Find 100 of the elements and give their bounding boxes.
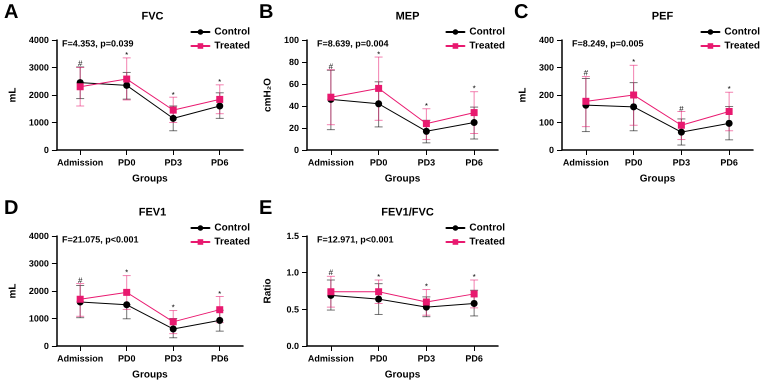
legend-label: Treated [214,236,250,248]
point [216,316,224,324]
y-tick-label: 0 [294,145,299,155]
y-tick-label: 0.0 [286,341,299,351]
point [375,288,382,296]
point [170,106,177,114]
annotation: F=4.353, p=0.039 [62,38,134,48]
x-tick-label: PD0 [118,354,136,364]
point [123,76,130,83]
point [582,98,590,105]
point [630,103,638,110]
x-axis-title: Groups [384,370,421,380]
chart-title: FEV1/FVC [381,206,434,218]
annotation: F=21.075, p<0.001 [62,234,139,244]
point [726,108,733,115]
point [123,301,130,308]
legend-label: Control [214,222,250,234]
point [327,288,334,296]
text: E [259,197,272,219]
y-tick-label: 0 [44,341,49,351]
y-tick-label: 0 [548,145,554,155]
y-tick-label: 3000 [28,258,49,268]
annotation: F=8.249, p=0.005 [572,38,644,48]
y-tick-label: 1.0 [286,268,299,278]
x-tick-label: Admission [57,158,104,168]
point [726,120,733,127]
y-axis-title: cmH₂O [262,78,274,112]
legend-label: Control [469,222,506,234]
point [170,318,177,326]
point [216,96,224,103]
y-tick-label: 200 [538,90,554,100]
x-tick-label: Admission [308,158,354,168]
y-tick-label: 20 [288,123,299,133]
text: D [4,197,18,219]
y-tick-label: 0.5 [286,304,299,314]
annotation: * [377,50,380,59]
x-tick-label: PD6 [465,354,483,364]
point [422,120,430,128]
annotation: * [125,268,128,277]
chart-title: FVC [142,10,164,22]
y-tick-label: 1.5 [286,231,299,241]
x-tick-label: PD3 [418,354,436,364]
y-tick-label: 2000 [28,90,49,100]
y-tick-label: 2000 [28,286,49,296]
x-axis-title: Groups [132,370,168,380]
annotation: # [328,268,334,278]
point [470,290,478,298]
x-tick-label: PD6 [465,158,483,168]
point [375,84,382,92]
legend-label: Treated [469,40,506,52]
y-tick-label: 300 [538,62,554,72]
legend-label: Treated [214,40,250,52]
x-tick-label: PD0 [370,354,388,364]
x-axis-title: Groups [384,174,421,184]
annotation: F=12.971, p<0.001 [317,234,394,244]
point [678,128,685,136]
y-axis-title: mL [8,88,18,102]
chart-title: PEF [652,10,674,22]
legend-label: Treated [724,40,760,52]
annotation: * [218,289,222,298]
point [375,296,382,303]
y-axis-title: Ratio [262,278,274,304]
x-tick-label: Admission [308,354,354,364]
annotation: * [424,102,428,110]
point [422,298,430,306]
x-tick-label: PD0 [370,158,388,168]
annotation: * [632,58,636,66]
annotation: * [728,84,731,94]
chart-title: FEV1 [138,206,166,218]
point [470,300,478,307]
annotation: * [172,90,175,100]
y-tick-label: 40 [288,101,299,111]
x-axis-title: Groups [640,174,676,184]
y-tick-label: 0 [44,145,49,155]
point [216,306,224,314]
chart-title: MEP [396,10,420,22]
text: B [259,1,274,23]
x-tick-label: PD6 [210,354,228,364]
annotation: # [679,104,684,114]
point [470,119,478,126]
annotation: F=8.639, p=0.004 [317,38,389,48]
x-tick-label: PD3 [164,158,182,168]
y-axis-title: mL [8,284,18,298]
annotation: * [472,272,476,282]
point [170,114,177,122]
point [630,92,638,98]
y-axis-title: mL [518,88,528,102]
y-tick-label: 4000 [28,35,49,45]
y-tick-label: 3000 [28,62,49,72]
y-tick-label: 60 [288,79,299,89]
point [375,100,382,108]
x-tick-label: PD3 [672,158,690,168]
text: C [514,1,528,23]
annotation: * [424,282,428,292]
y-tick-label: 100 [538,118,554,128]
y-tick-label: 1000 [28,118,49,128]
legend-label: Control [469,26,506,38]
x-axis-title: Groups [132,174,168,184]
annotation: # [328,62,334,71]
x-tick-label: Admission [57,354,104,364]
